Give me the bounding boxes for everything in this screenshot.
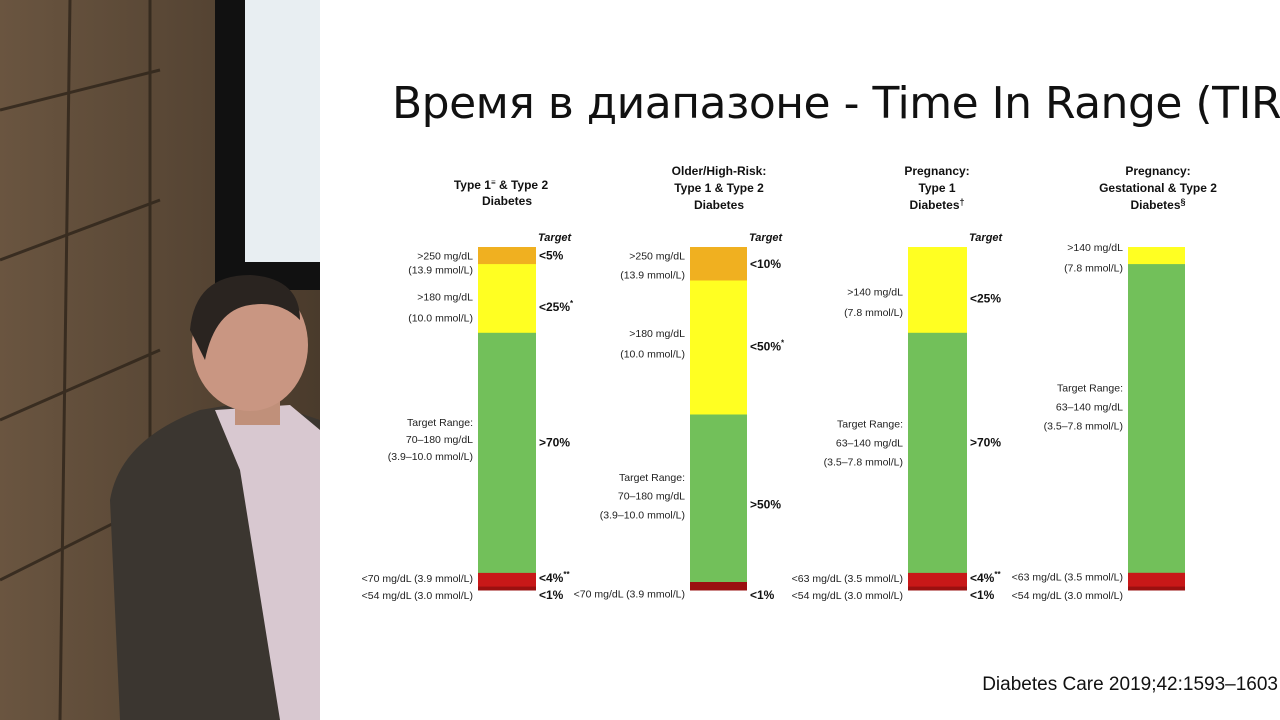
target-header: Target — [538, 232, 573, 244]
left-label: Target Range: — [837, 419, 903, 431]
bar-segment-red — [908, 572, 967, 588]
chart-title-mark: † — [960, 197, 965, 207]
bar-segment-darkred — [478, 586, 536, 591]
left-label: >180 mg/dL — [417, 292, 473, 304]
left-label: (10.0 mmol/L) — [620, 348, 685, 360]
bar-segment-green — [1128, 264, 1185, 574]
left-label: (3.9–10.0 mmol/L) — [600, 510, 685, 522]
chart-title-line: Diabetes§ — [1130, 197, 1185, 212]
bar-segment-yellow — [908, 247, 967, 334]
citation: Diabetes Care 2019;42:1593–1603 — [982, 674, 1278, 695]
target-value-label: <25%* — [539, 299, 574, 314]
presenter-photo — [0, 0, 320, 720]
bar-segment-yellow — [690, 280, 747, 415]
left-label: <70 mg/dL (3.9 mmol/L) — [362, 573, 473, 585]
bar-segment-red — [1128, 572, 1185, 587]
target-header: Target — [969, 232, 1004, 244]
left-label: 70–180 mg/dL — [618, 491, 685, 503]
chart-title-line: Type 1 — [918, 181, 955, 195]
left-label: <54 mg/dL (3.0 mmol/L) — [1012, 590, 1123, 602]
slide-title: Время в диапазоне - Time In Range (TIR) — [392, 78, 1280, 129]
left-label: >140 mg/dL — [1067, 242, 1123, 254]
target-header: Target — [749, 232, 784, 244]
presentation-slide: Время в диапазоне - Time In Range (TIR) … — [320, 0, 1280, 720]
target-value-label: <4%** — [539, 570, 570, 585]
left-label: Target Range: — [1057, 383, 1123, 395]
left-label: 63–140 mg/dL — [1056, 402, 1123, 414]
bar-segment-orange — [478, 247, 536, 265]
left-label: Target Range: — [407, 417, 473, 429]
chart-title-line: Pregnancy: — [1125, 164, 1190, 178]
left-label: Target Range: — [619, 472, 685, 484]
target-value-label: <1% — [750, 588, 775, 602]
left-label: (3.9–10.0 mmol/L) — [388, 451, 473, 463]
left-label: (13.9 mmol/L) — [620, 269, 685, 281]
left-label: 70–180 mg/dL — [406, 434, 473, 446]
chart-title-line: Pregnancy: — [904, 164, 969, 178]
left-label: (7.8 mmol/L) — [844, 307, 903, 319]
left-label: >250 mg/dL — [417, 251, 473, 263]
bar-segment-green — [690, 414, 747, 583]
left-label: <63 mg/dL (3.5 mmol/L) — [792, 573, 903, 585]
bar-segment-darkred — [908, 586, 967, 591]
left-label: (7.8 mmol/L) — [1064, 263, 1123, 275]
chart-title-line: Gestational & Type 2 — [1099, 181, 1217, 195]
left-label: >180 mg/dL — [629, 328, 685, 340]
chart-title-line: Diabetes — [482, 194, 532, 208]
chart-title-line: Type 1≡ & Type 2 — [454, 178, 549, 192]
left-label: 63–140 mg/dL — [836, 438, 903, 450]
presenter-video-area — [0, 0, 320, 720]
target-value-label: <4%** — [970, 570, 1001, 585]
bar-segment-darkred — [1128, 586, 1185, 591]
bar-segment-yellow — [1128, 247, 1185, 265]
target-value-label: <50%* — [750, 339, 785, 354]
target-value-label: <1% — [539, 588, 564, 602]
target-value-label: >50% — [750, 497, 781, 511]
left-label: (3.5–7.8 mmol/L) — [1044, 420, 1123, 432]
bar-segment-yellow — [478, 264, 536, 334]
target-value-label: <5% — [539, 249, 564, 263]
chart-title-line: Type 1 & Type 2 — [674, 181, 764, 195]
left-label: <54 mg/dL (3.0 mmol/L) — [792, 590, 903, 602]
bar-segment-orange — [690, 247, 747, 281]
target-value-label: >70% — [539, 436, 570, 450]
chart-title-line: & Type 2 — [496, 178, 549, 192]
left-label: <54 mg/dL (3.0 mmol/L) — [362, 590, 473, 602]
bar-segment-green — [908, 332, 967, 574]
target-value-label: <25% — [970, 291, 1001, 305]
left-label: >140 mg/dL — [847, 287, 903, 299]
chart-title-line: Diabetes† — [909, 197, 964, 212]
target-value-label: >70% — [970, 436, 1001, 450]
target-value-footnote: ** — [994, 570, 1001, 579]
chart-title-line: Diabetes — [694, 198, 744, 212]
chart-title-mark: ≡ — [491, 178, 496, 187]
left-label: (13.9 mmol/L) — [408, 264, 473, 276]
target-value-label: <1% — [970, 588, 995, 602]
left-label: <70 mg/dL (3.9 mmol/L) — [574, 588, 685, 600]
bar-segment-darkred — [690, 582, 747, 591]
left-label: (10.0 mmol/L) — [408, 312, 473, 324]
bar-segment-red — [478, 572, 536, 588]
target-value-label: <10% — [750, 257, 781, 271]
chart-title-mark: § — [1181, 197, 1186, 207]
left-label: (3.5–7.8 mmol/L) — [824, 456, 903, 468]
target-value-footnote: * — [781, 339, 785, 348]
bar-segment-green — [478, 332, 536, 574]
left-label: <63 mg/dL (3.5 mmol/L) — [1012, 571, 1123, 583]
chart-title-line: Older/High-Risk: — [672, 164, 767, 178]
target-value-footnote: * — [570, 299, 574, 308]
target-value-footnote: ** — [563, 570, 570, 579]
left-label: >250 mg/dL — [629, 251, 685, 263]
